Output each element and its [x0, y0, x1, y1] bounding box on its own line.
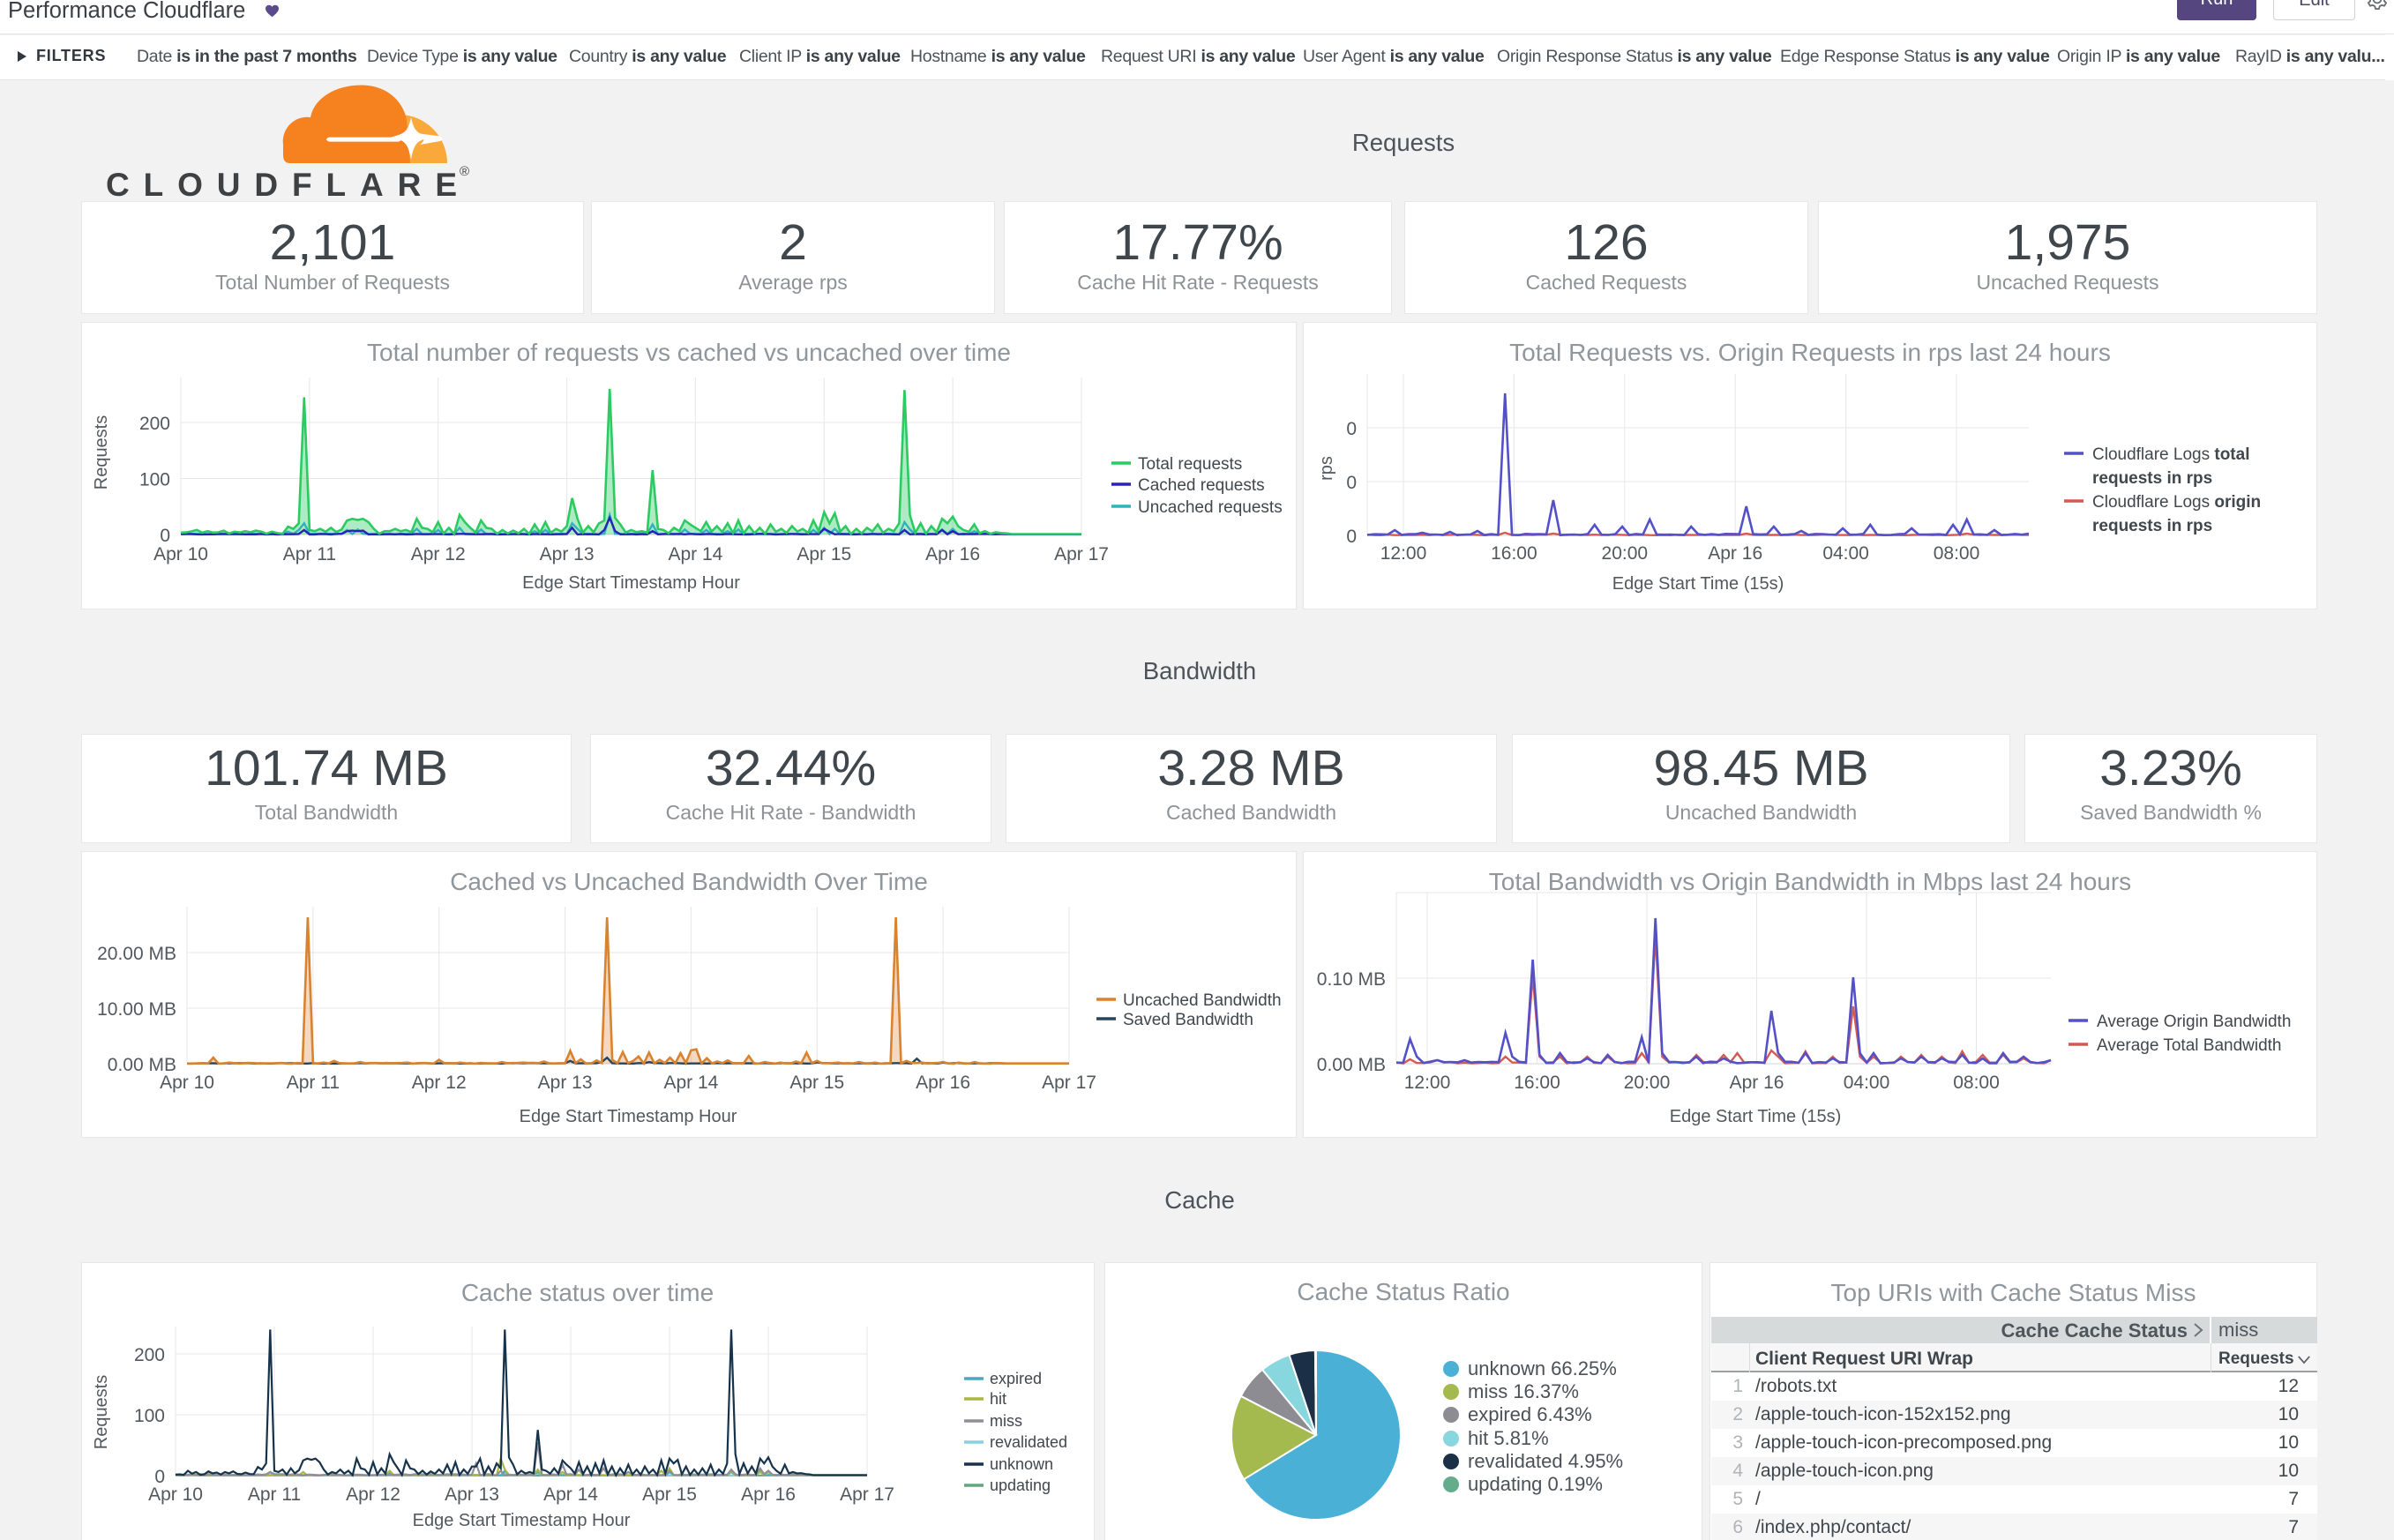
- svg-text:08:00: 08:00: [1934, 543, 1980, 564]
- svg-text:®: ®: [460, 164, 469, 179]
- svg-text:Apr 14: Apr 14: [668, 544, 722, 564]
- svg-text:CLOUDFLARE: CLOUDFLARE: [106, 167, 457, 203]
- svg-text:Apr 10: Apr 10: [148, 1484, 203, 1505]
- svg-text:Apr 16: Apr 16: [1730, 1073, 1784, 1093]
- svg-text:revalidated: revalidated: [990, 1433, 1067, 1451]
- svg-text:12:00: 12:00: [1404, 1073, 1451, 1093]
- svg-text:Apr 10: Apr 10: [160, 1073, 214, 1093]
- svg-text:unknown 66.25%: unknown 66.25%: [1468, 1357, 1617, 1379]
- svg-text:Apr 13: Apr 13: [540, 544, 595, 564]
- svg-text:100: 100: [139, 470, 170, 490]
- svg-text:0: 0: [154, 1467, 165, 1487]
- svg-text:200: 200: [134, 1345, 165, 1365]
- svg-text:Apr 15: Apr 15: [642, 1484, 697, 1505]
- svg-text:miss 16.37%: miss 16.37%: [1468, 1380, 1579, 1402]
- svg-text:Requests: Requests: [92, 1375, 111, 1450]
- svg-text:Uncached requests: Uncached requests: [1138, 498, 1283, 517]
- svg-text:Apr 12: Apr 12: [346, 1484, 400, 1505]
- svg-text:hit 5.81%: hit 5.81%: [1468, 1427, 1549, 1449]
- svg-text:Edge Start Timestamp Hour: Edge Start Timestamp Hour: [522, 573, 740, 593]
- svg-text:16:00: 16:00: [1514, 1073, 1560, 1093]
- svg-text:20:00: 20:00: [1624, 1073, 1671, 1093]
- svg-text:updating: updating: [990, 1476, 1051, 1494]
- svg-text:0: 0: [160, 526, 170, 546]
- svg-text:Apr 11: Apr 11: [248, 1484, 301, 1505]
- svg-text:Apr 13: Apr 13: [445, 1484, 499, 1505]
- svg-text:Apr 12: Apr 12: [411, 544, 466, 564]
- svg-text:updating 0.19%: updating 0.19%: [1468, 1473, 1603, 1495]
- svg-text:miss: miss: [990, 1412, 1022, 1430]
- svg-text:Apr 17: Apr 17: [1042, 1073, 1096, 1093]
- svg-text:Uncached Bandwidth: Uncached Bandwidth: [1123, 991, 1282, 1010]
- svg-text:Total requests: Total requests: [1138, 455, 1242, 474]
- svg-text:rps: rps: [1317, 456, 1336, 481]
- svg-text:Apr 10: Apr 10: [153, 544, 208, 564]
- svg-text:Cache Status Ratio: Cache Status Ratio: [1297, 1278, 1509, 1305]
- svg-text:Apr 14: Apr 14: [663, 1073, 718, 1093]
- svg-text:0.10 MB: 0.10 MB: [1317, 969, 1386, 990]
- svg-text:Apr 15: Apr 15: [789, 1073, 844, 1093]
- svg-text:Apr 16: Apr 16: [1708, 543, 1762, 564]
- svg-text:Saved Bandwidth: Saved Bandwidth: [1123, 1011, 1253, 1029]
- svg-text:Apr 16: Apr 16: [741, 1484, 796, 1505]
- svg-text:0.00 MB: 0.00 MB: [1317, 1055, 1386, 1075]
- svg-text:revalidated 4.95%: revalidated 4.95%: [1468, 1450, 1623, 1472]
- svg-text:Apr 17: Apr 17: [840, 1484, 894, 1505]
- svg-text:0.00 MB: 0.00 MB: [108, 1055, 176, 1075]
- svg-text:Total number of requests vs ca: Total number of requests vs cached vs un…: [367, 339, 1011, 366]
- svg-text:expired: expired: [990, 1370, 1042, 1387]
- svg-text:Apr 13: Apr 13: [538, 1073, 593, 1093]
- svg-text:Apr 17: Apr 17: [1054, 544, 1109, 564]
- svg-text:0: 0: [1346, 527, 1357, 547]
- svg-text:Average Origin Bandwidth: Average Origin Bandwidth: [2097, 1013, 2291, 1031]
- svg-text:unknown: unknown: [990, 1455, 1053, 1473]
- svg-text:0: 0: [1346, 419, 1357, 439]
- svg-text:200: 200: [139, 414, 170, 434]
- svg-text:Apr 16: Apr 16: [925, 544, 980, 564]
- svg-text:20.00 MB: 20.00 MB: [97, 944, 176, 964]
- svg-text:Apr 15: Apr 15: [797, 544, 851, 564]
- svg-text:requests in rps: requests in rps: [2092, 469, 2212, 488]
- svg-text:Apr 11: Apr 11: [283, 544, 336, 564]
- svg-text:0: 0: [1346, 473, 1357, 493]
- svg-text:Cached requests: Cached requests: [1138, 476, 1265, 495]
- svg-text:04:00: 04:00: [1844, 1073, 1890, 1093]
- svg-text:Total Requests vs. Origin Requ: Total Requests vs. Origin Requests in rp…: [1509, 339, 2111, 366]
- svg-text:08:00: 08:00: [1953, 1073, 2000, 1093]
- svg-text:hit: hit: [990, 1390, 1006, 1408]
- svg-text:Cached vs Uncached Bandwidth O: Cached vs Uncached Bandwidth Over Time: [450, 868, 928, 895]
- svg-text:expired 6.43%: expired 6.43%: [1468, 1403, 1592, 1425]
- svg-text:Apr 14: Apr 14: [543, 1484, 598, 1505]
- svg-text:Average Total Bandwidth: Average Total Bandwidth: [2097, 1036, 2282, 1055]
- svg-text:Apr 16: Apr 16: [916, 1073, 970, 1093]
- svg-text:04:00: 04:00: [1822, 543, 1869, 564]
- svg-text:Apr 12: Apr 12: [412, 1073, 467, 1093]
- svg-text:Apr 11: Apr 11: [287, 1073, 340, 1093]
- svg-text:Edge Start Time (15s): Edge Start Time (15s): [1670, 1107, 1842, 1126]
- svg-text:Total Bandwidth vs Origin Band: Total Bandwidth vs Origin Bandwidth in M…: [1489, 868, 2131, 895]
- svg-text:requests in rps: requests in rps: [2092, 517, 2212, 535]
- svg-text:12:00: 12:00: [1380, 543, 1427, 564]
- svg-text:Cloudflare Logs total: Cloudflare Logs total: [2092, 445, 2249, 464]
- svg-text:20:00: 20:00: [1602, 543, 1649, 564]
- svg-text:16:00: 16:00: [1491, 543, 1537, 564]
- svg-text:Cloudflare Logs origin: Cloudflare Logs origin: [2092, 493, 2261, 512]
- svg-text:10.00 MB: 10.00 MB: [97, 999, 176, 1020]
- svg-text:Edge Start Time (15s): Edge Start Time (15s): [1612, 574, 1784, 594]
- svg-text:Edge Start Timestamp Hour: Edge Start Timestamp Hour: [413, 1511, 631, 1530]
- svg-text:Cache status over time: Cache status over time: [461, 1279, 714, 1306]
- svg-text:Edge Start Timestamp Hour: Edge Start Timestamp Hour: [520, 1107, 737, 1126]
- svg-text:Requests: Requests: [92, 415, 111, 490]
- svg-text:100: 100: [134, 1406, 165, 1426]
